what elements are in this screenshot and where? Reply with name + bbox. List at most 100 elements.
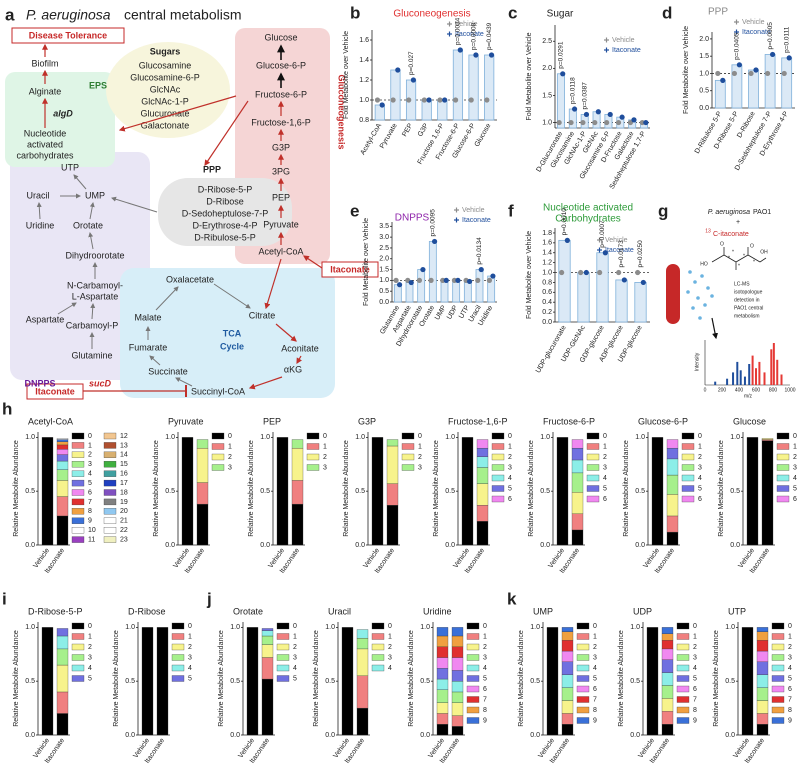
legend-label: 1	[228, 443, 232, 450]
legend-swatch	[276, 633, 290, 640]
tracer-dot	[688, 270, 692, 274]
stack-segment	[196, 439, 209, 449]
legend-swatch	[491, 495, 505, 503]
spectrum-peak	[726, 378, 729, 385]
legend-swatch	[776, 432, 790, 440]
legend-label: 2	[603, 454, 607, 461]
vehicle-dot	[616, 269, 622, 276]
spectrum-peak	[776, 359, 779, 385]
y-tick-label: 0.5	[25, 678, 35, 685]
stack-segment	[556, 437, 569, 546]
x-tick-label: UDP	[446, 304, 460, 321]
y-tick-label: 1.0	[730, 434, 740, 441]
legend-label: 4	[693, 665, 697, 672]
stack-segment	[261, 678, 274, 736]
tca-node: Oxalacetate	[166, 274, 214, 284]
y-tick-label: 1.0	[540, 434, 550, 441]
diagram-label: DNPPS	[24, 378, 55, 388]
bar	[417, 269, 426, 303]
y-tick-label: 1.0	[125, 624, 135, 631]
legend-swatch	[676, 717, 690, 724]
legend-swatch	[771, 696, 785, 703]
vehicle-dot	[468, 97, 474, 103]
legend-swatch	[71, 479, 85, 487]
legend-swatch	[491, 474, 505, 482]
stack-segment	[356, 648, 369, 676]
panel-letter: i	[2, 589, 7, 608]
legend-label: 2	[323, 454, 327, 461]
legend-label: 8	[593, 707, 597, 714]
itaconate-dot	[560, 71, 566, 77]
itaconate-dot	[410, 77, 417, 83]
y-tick-label: 0.8	[542, 279, 552, 286]
legend-swatch	[103, 442, 117, 449]
stack-segment	[436, 635, 449, 647]
y-tick-label: 1.0	[542, 269, 552, 276]
y-tick-label: 1.2	[542, 259, 552, 266]
y-tick-label: 0.0	[355, 542, 365, 549]
legend-label: 3	[793, 464, 797, 471]
legend-label: 7	[693, 696, 697, 703]
stack-segment	[571, 529, 584, 546]
legend-label: 15	[120, 461, 128, 468]
y-tick-label: 1.0	[530, 624, 540, 631]
legend-label: 3	[88, 461, 92, 468]
p-value: p=0.0405	[734, 32, 741, 60]
pathway-node: Fructose-6-P	[255, 89, 307, 99]
stack-segment	[56, 496, 69, 517]
stack-segment	[181, 437, 194, 546]
detection-text: isotopologue	[734, 289, 763, 295]
legend-label: 6	[793, 496, 797, 503]
y-axis-label: Fold Metabolite over Vehicle	[683, 26, 690, 114]
itaconate-dot	[753, 67, 759, 73]
panel-letter: c	[508, 3, 517, 22]
legend-label: Vehicle	[455, 21, 478, 28]
legend-label: 6	[88, 489, 92, 496]
spectrum-peak	[739, 370, 742, 385]
y-axis-label: Relative Metabolite Abundance	[518, 630, 525, 727]
stack-segment	[571, 472, 584, 493]
legend-swatch	[466, 675, 480, 682]
legend-swatch	[586, 453, 600, 461]
bar	[568, 108, 577, 129]
chart-title: PPP	[708, 7, 728, 18]
stack-segment	[661, 711, 674, 725]
vehicle-dot	[592, 119, 598, 126]
stack-segment	[451, 627, 464, 637]
stack-segment	[56, 469, 69, 481]
stack-segment	[451, 657, 464, 671]
vehicle-dot	[765, 70, 771, 77]
legend-label: 0	[483, 623, 487, 630]
legend-swatch	[71, 527, 85, 534]
stack-segment	[646, 627, 659, 736]
legend-label: 3	[593, 654, 597, 661]
y-axis-label: Relative Metabolite Abundance	[248, 440, 255, 537]
chart-title: Uracil	[328, 606, 351, 616]
stack-segment	[761, 438, 774, 440]
legend-label: 2	[293, 644, 297, 651]
spectrum-tick: 400	[735, 387, 744, 393]
itaconate-dot	[396, 282, 403, 288]
arrow	[711, 317, 719, 340]
spectrum-tick: 0	[704, 387, 707, 393]
stack-segment	[41, 437, 54, 546]
y-tick-label: 0.5	[730, 488, 740, 495]
y-tick-label: 1.2	[359, 77, 369, 84]
legend-label: 2	[418, 454, 422, 461]
chart-title: Gluconeogenesis	[393, 9, 470, 20]
y-axis-label: Relative Metabolite Abundance	[528, 440, 535, 537]
legend-label: 2	[793, 454, 797, 461]
bar	[781, 57, 793, 109]
legend-swatch	[276, 622, 290, 630]
legend-label: 0	[388, 623, 392, 630]
legend-label: 0	[293, 623, 297, 630]
legend-label: 8	[788, 707, 792, 714]
vehicle-dot	[715, 70, 721, 77]
y-tick-label: 0.0	[635, 542, 645, 549]
stack-segment	[451, 691, 464, 703]
stack-segment	[661, 672, 674, 686]
legend-swatch	[71, 633, 85, 640]
stack-segment	[56, 648, 69, 666]
spectrum-peak	[751, 355, 754, 385]
stack-segment	[436, 702, 449, 714]
